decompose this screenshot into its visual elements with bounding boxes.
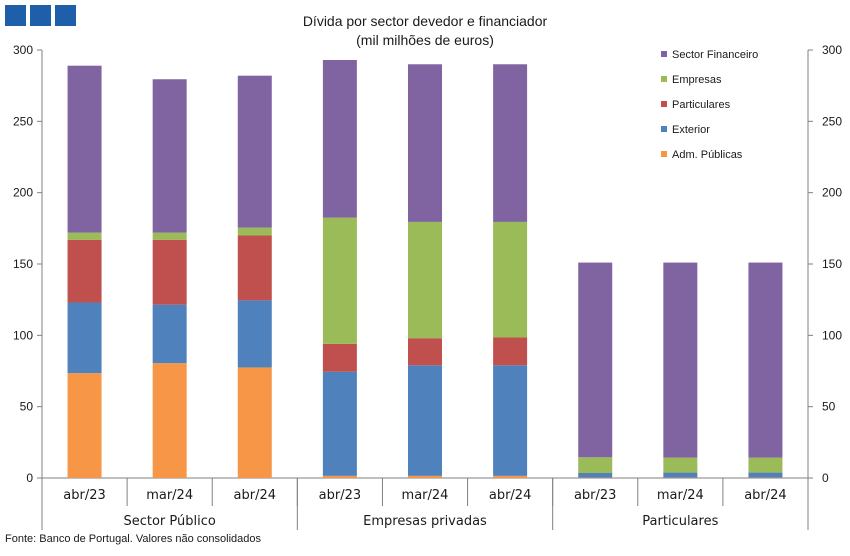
x-group-label: Particulares bbox=[642, 514, 718, 529]
x-group-label: Sector Público bbox=[123, 514, 215, 529]
y-tick-label-right: 200 bbox=[822, 186, 842, 200]
bar-segment bbox=[493, 64, 528, 222]
x-tick-label: abr/24 bbox=[234, 488, 277, 503]
bar-segment bbox=[322, 475, 357, 478]
x-tick-label: abr/23 bbox=[319, 488, 362, 503]
bar-segment bbox=[408, 64, 442, 222]
bar-segment bbox=[578, 473, 613, 478]
bar-segment bbox=[322, 343, 357, 372]
x-group-label: Empresas privadas bbox=[363, 514, 487, 529]
legend-label: Empresas bbox=[672, 74, 722, 86]
bar-segment bbox=[663, 472, 698, 478]
y-tick-label-right: 100 bbox=[822, 328, 842, 342]
bar-segment bbox=[408, 365, 442, 476]
logo-block bbox=[55, 5, 76, 26]
legend-label: Particulares bbox=[672, 99, 731, 111]
legend-label: Sector Financeiro bbox=[672, 49, 758, 61]
bar-segment bbox=[493, 365, 528, 476]
legend: Sector Financeiro Empresas Particulares Ext… bbox=[661, 49, 758, 161]
legend-swatch bbox=[661, 101, 667, 107]
legend-swatch bbox=[661, 126, 667, 132]
bar-segment bbox=[748, 457, 783, 473]
bar-segment bbox=[67, 232, 102, 240]
bar-segment bbox=[237, 227, 272, 236]
bar-segment bbox=[237, 235, 272, 301]
legend-swatch bbox=[661, 51, 667, 57]
bar-segment bbox=[322, 217, 357, 344]
bar-segment bbox=[493, 337, 528, 366]
x-tick-label: mar/24 bbox=[402, 488, 449, 503]
bar-segment bbox=[67, 302, 102, 374]
y-tick-label: 50 bbox=[20, 400, 34, 414]
bar-segment bbox=[748, 472, 783, 478]
legend-swatch bbox=[661, 151, 667, 157]
bar-segment bbox=[493, 475, 528, 478]
bar-segment bbox=[152, 363, 187, 478]
bar-segment bbox=[748, 262, 783, 458]
x-tick-label: abr/24 bbox=[489, 488, 532, 503]
y-axis-left: 0 50 100 150 200 250 300 bbox=[13, 43, 42, 485]
y-tick-label: 0 bbox=[26, 471, 33, 485]
bar-segment bbox=[152, 79, 187, 233]
x-tick-label: abr/23 bbox=[574, 488, 617, 503]
bar-segment bbox=[152, 232, 187, 240]
bar-segment bbox=[67, 65, 102, 233]
bar-segment bbox=[152, 304, 187, 364]
y-tick-label-right: 150 bbox=[822, 257, 842, 271]
bar-segment bbox=[408, 338, 442, 366]
bar-segment bbox=[67, 373, 102, 478]
chart-title: Dívida por sector devedor e financiador bbox=[303, 13, 548, 29]
y-tick-label-right: 0 bbox=[822, 471, 829, 485]
y-tick-label: 150 bbox=[13, 257, 33, 271]
y-tick-label-right: 50 bbox=[822, 400, 836, 414]
legend-label: Adm. Públicas bbox=[672, 149, 743, 161]
bar-segment bbox=[663, 457, 698, 473]
bar-segment bbox=[67, 239, 102, 303]
bar-segment bbox=[408, 221, 442, 339]
y-tick-label: 300 bbox=[13, 43, 33, 57]
logo-block bbox=[30, 5, 51, 26]
y-tick-label: 100 bbox=[13, 328, 33, 342]
bar-segment bbox=[152, 239, 187, 305]
bar-segment bbox=[578, 262, 613, 458]
y-axis-right: 0 50 100 150 200 250 300 bbox=[808, 43, 842, 485]
y-tick-label: 250 bbox=[13, 114, 33, 128]
source-note: Fonte: Banco de Portugal. Valores não co… bbox=[5, 533, 262, 545]
bar-series bbox=[67, 59, 783, 478]
bar-segment bbox=[493, 221, 528, 338]
legend-swatch bbox=[661, 76, 667, 82]
x-tick-label: abr/23 bbox=[63, 488, 106, 503]
bar-segment bbox=[578, 457, 613, 474]
logo bbox=[5, 5, 76, 26]
x-tick-label: mar/24 bbox=[146, 488, 193, 503]
x-tick-label: abr/24 bbox=[744, 488, 787, 503]
y-tick-label: 200 bbox=[13, 186, 33, 200]
x-tick-label: mar/24 bbox=[657, 488, 704, 503]
bar-segment bbox=[322, 371, 357, 476]
legend-label: Exterior bbox=[672, 124, 710, 136]
bar-segment bbox=[237, 75, 272, 228]
bar-segment bbox=[663, 262, 698, 458]
bar-segment bbox=[322, 59, 357, 218]
bar-segment bbox=[408, 475, 442, 478]
y-tick-label-right: 300 bbox=[822, 43, 842, 57]
y-tick-label-right: 250 bbox=[822, 114, 842, 128]
logo-block bbox=[5, 5, 26, 26]
x-axis: abr/23 mar/24 abr/24 abr/23 mar/24 abr/24 abr/… bbox=[41, 478, 809, 530]
chart-subtitle: (mil milhões de euros) bbox=[356, 32, 494, 48]
bar-segment bbox=[237, 300, 272, 368]
bar-segment bbox=[237, 367, 272, 478]
